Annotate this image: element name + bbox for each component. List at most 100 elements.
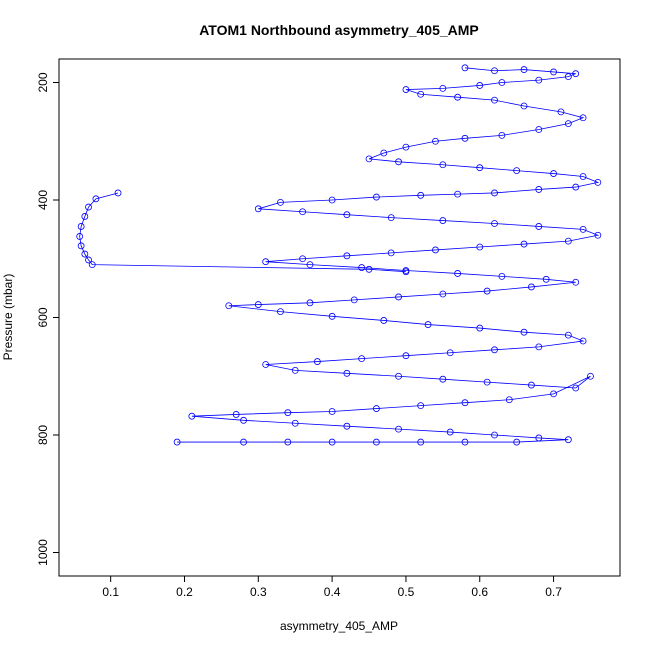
data-point [454, 190, 462, 198]
data-point [387, 249, 395, 257]
data-point [77, 242, 85, 250]
data-point [498, 131, 506, 139]
data-point [513, 167, 521, 175]
data-point [76, 233, 84, 240]
data-point [446, 349, 454, 357]
data-point [358, 264, 366, 271]
data-point [402, 268, 410, 276]
data-point [498, 79, 506, 86]
data-point [77, 223, 85, 230]
y-tick-label: 600 [36, 307, 50, 327]
y-tick-label: 800 [36, 425, 50, 445]
x-axis: 0.1 0.2 0.3 0.4 0.5 0.6 0.7 [102, 576, 562, 599]
data-point [395, 425, 402, 433]
x-tick-label: 0.6 [471, 585, 488, 599]
data-point [343, 252, 351, 260]
data-point [262, 361, 270, 368]
data-point [395, 158, 402, 166]
data-point [579, 173, 587, 180]
data-point [579, 225, 587, 233]
data-point [85, 256, 92, 264]
data-point [424, 321, 432, 328]
data-point [81, 213, 89, 220]
data-point [92, 195, 100, 203]
data-point [343, 369, 351, 377]
data-point [439, 161, 447, 169]
data-point [572, 183, 580, 191]
data-point [432, 137, 439, 145]
data-point [564, 120, 572, 128]
data-point [284, 438, 292, 446]
y-axis: 200 400 600 800 1000 [36, 72, 59, 566]
data-point [535, 186, 543, 193]
data-point [417, 191, 425, 199]
data-point [254, 301, 262, 308]
data-point [85, 203, 92, 211]
data-point [476, 324, 484, 332]
data-point [439, 290, 447, 298]
data-point [564, 73, 572, 81]
data-point [579, 114, 587, 122]
data-point [284, 409, 292, 417]
data-point [446, 428, 454, 436]
data-point [291, 366, 299, 374]
data-point [461, 438, 469, 446]
data-point [380, 149, 388, 157]
data-point [594, 178, 602, 186]
data-point [291, 419, 299, 427]
data-point [373, 405, 380, 412]
data-point [188, 412, 196, 420]
data-point [417, 90, 425, 98]
series-line [79, 192, 406, 273]
data-point [491, 96, 498, 104]
data-point [476, 82, 484, 89]
data-point [513, 438, 521, 446]
data-point [550, 390, 557, 398]
data-point [328, 196, 336, 204]
series-line [177, 67, 600, 443]
data-point [306, 261, 314, 269]
data-point [461, 64, 469, 72]
data-point [594, 231, 602, 239]
data-point [313, 358, 321, 365]
data-point [483, 287, 491, 295]
data-point [240, 438, 247, 446]
data-point [439, 217, 447, 224]
data-point [299, 208, 306, 216]
data-point [587, 372, 594, 380]
y-tick-label: 400 [36, 190, 50, 210]
data-point [173, 438, 181, 446]
x-tick-label: 0.3 [250, 585, 267, 599]
data-point [491, 220, 498, 227]
series-layer [76, 64, 602, 446]
data-point [365, 265, 373, 273]
data-point [439, 375, 447, 383]
data-point [550, 170, 557, 177]
data-point [535, 76, 543, 84]
y-tick-label: 1000 [36, 539, 50, 566]
data-point [454, 93, 462, 101]
data-point [535, 434, 543, 442]
data-point [328, 312, 336, 320]
data-point [232, 411, 240, 418]
y-tick-label: 200 [36, 72, 50, 92]
data-point [476, 243, 484, 251]
data-point [572, 384, 580, 392]
data-point [395, 372, 402, 380]
data-point [439, 84, 447, 92]
data-point [535, 343, 543, 351]
data-point [491, 67, 498, 75]
data-point [535, 223, 543, 230]
data-point [328, 408, 336, 415]
chart-title: ATOM1 Northbound asymmetry_405_AMP [199, 22, 479, 38]
data-point [454, 270, 462, 277]
data-point [535, 126, 543, 133]
data-point [564, 331, 572, 339]
data-point [262, 258, 270, 266]
data-point [343, 211, 351, 219]
data-point [542, 275, 550, 283]
data-point [417, 402, 425, 410]
data-point [520, 328, 528, 336]
y-axis-label: Pressure (mbar) [1, 274, 15, 361]
data-point [240, 416, 247, 424]
